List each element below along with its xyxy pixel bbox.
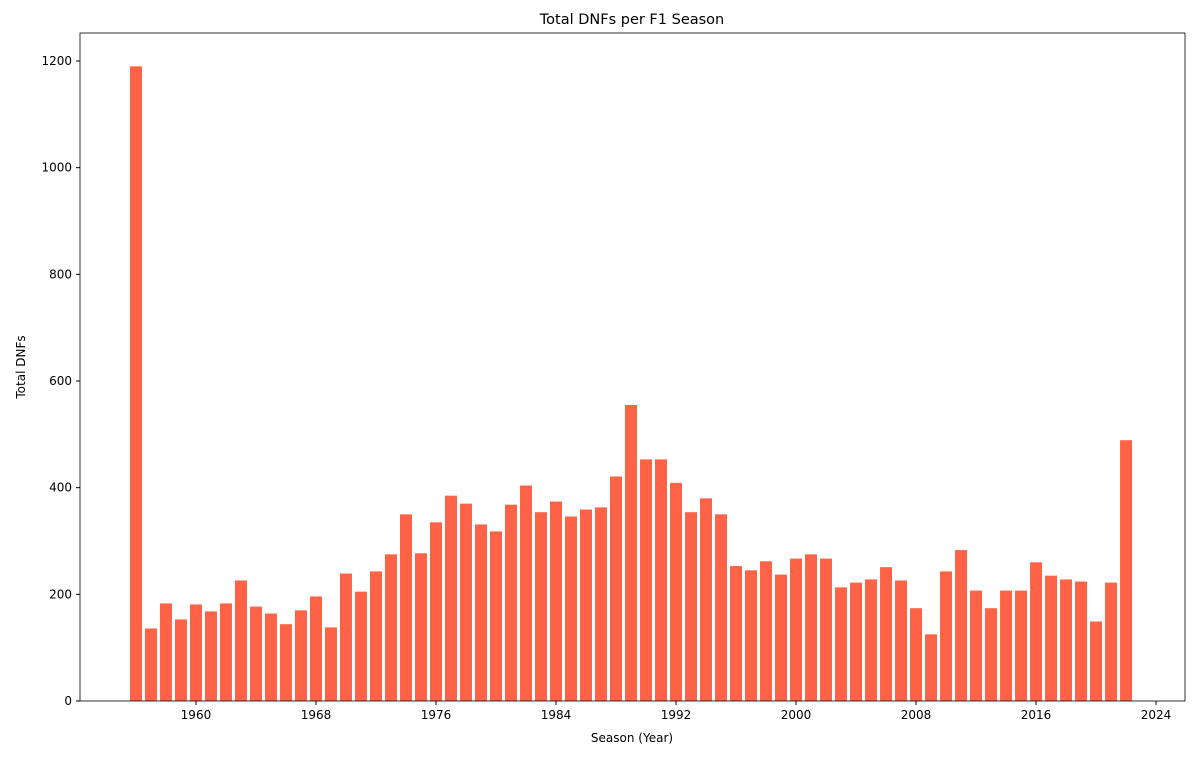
bar <box>339 573 352 701</box>
bar <box>474 524 487 701</box>
x-axis-label: Season (Year) <box>591 731 673 745</box>
bar <box>609 476 622 701</box>
x-tick-label: 2008 <box>901 708 932 722</box>
x-tick-label: 1984 <box>541 708 572 722</box>
bar <box>489 531 502 701</box>
bar <box>1090 621 1103 701</box>
bar <box>925 634 938 701</box>
bar <box>459 503 472 701</box>
bar <box>1105 582 1118 701</box>
bar <box>324 627 337 701</box>
bar <box>159 603 172 701</box>
bar <box>1015 590 1028 701</box>
bar <box>760 561 773 701</box>
bar <box>670 482 683 701</box>
bar <box>895 580 908 701</box>
bar <box>579 509 592 701</box>
y-tick-label: 1000 <box>41 161 72 175</box>
bar <box>414 553 427 701</box>
bar <box>384 554 397 701</box>
y-tick-label: 0 <box>64 694 72 708</box>
y-tick-label: 800 <box>49 267 72 281</box>
x-tick-label: 1992 <box>661 708 692 722</box>
x-tick-label: 2016 <box>1021 708 1052 722</box>
bar <box>504 504 517 701</box>
bar <box>940 571 953 701</box>
bar <box>429 522 442 701</box>
bar <box>624 405 638 701</box>
bar <box>144 628 157 701</box>
bar <box>880 567 893 701</box>
bar <box>369 571 382 701</box>
bar <box>534 512 547 701</box>
bar <box>294 610 307 701</box>
bar <box>234 580 247 701</box>
bar <box>745 570 758 701</box>
bar <box>640 459 653 701</box>
bar <box>204 611 217 701</box>
bar <box>850 582 863 701</box>
bar <box>594 507 607 701</box>
bar <box>309 596 322 701</box>
bar <box>865 579 878 701</box>
bar <box>1120 440 1133 701</box>
x-tick-label: 2000 <box>781 708 812 722</box>
bar <box>519 485 532 701</box>
x-tick-label: 1960 <box>181 708 212 722</box>
bar <box>399 514 412 701</box>
y-tick-label: 400 <box>49 481 72 495</box>
bar <box>805 554 818 701</box>
bar <box>354 591 367 701</box>
bar <box>189 604 202 701</box>
x-tick-label: 1976 <box>421 708 452 722</box>
bar <box>1000 590 1013 701</box>
bar <box>955 550 968 701</box>
bar <box>1045 575 1058 701</box>
bar <box>775 574 788 701</box>
bar <box>655 459 668 701</box>
bar <box>264 613 277 701</box>
bar <box>279 624 292 701</box>
bar <box>685 512 698 701</box>
bar <box>910 608 923 701</box>
bar <box>715 514 728 701</box>
x-tick-label: 1968 <box>301 708 332 722</box>
bar <box>835 587 848 701</box>
y-tick-label: 1200 <box>41 54 72 68</box>
bar <box>820 558 833 701</box>
bar <box>549 501 562 701</box>
x-tick-label: 2024 <box>1141 708 1172 722</box>
bar <box>174 619 187 701</box>
bar <box>564 516 577 701</box>
y-tick-label: 200 <box>49 587 72 601</box>
bar <box>219 603 232 701</box>
bar <box>444 495 457 701</box>
bar <box>249 606 262 701</box>
bar <box>129 66 142 702</box>
chart-title: Total DNFs per F1 Season <box>539 12 725 28</box>
bar <box>730 566 743 701</box>
y-tick-label: 600 <box>49 374 72 388</box>
bar <box>1060 579 1073 701</box>
bar <box>790 558 803 701</box>
bar <box>1030 562 1043 701</box>
plot-frame <box>79 32 1186 702</box>
bar <box>1075 581 1088 701</box>
bar <box>970 590 983 701</box>
bar <box>985 608 998 701</box>
bar <box>700 498 713 701</box>
y-axis-label: Total DNFs <box>14 335 28 399</box>
